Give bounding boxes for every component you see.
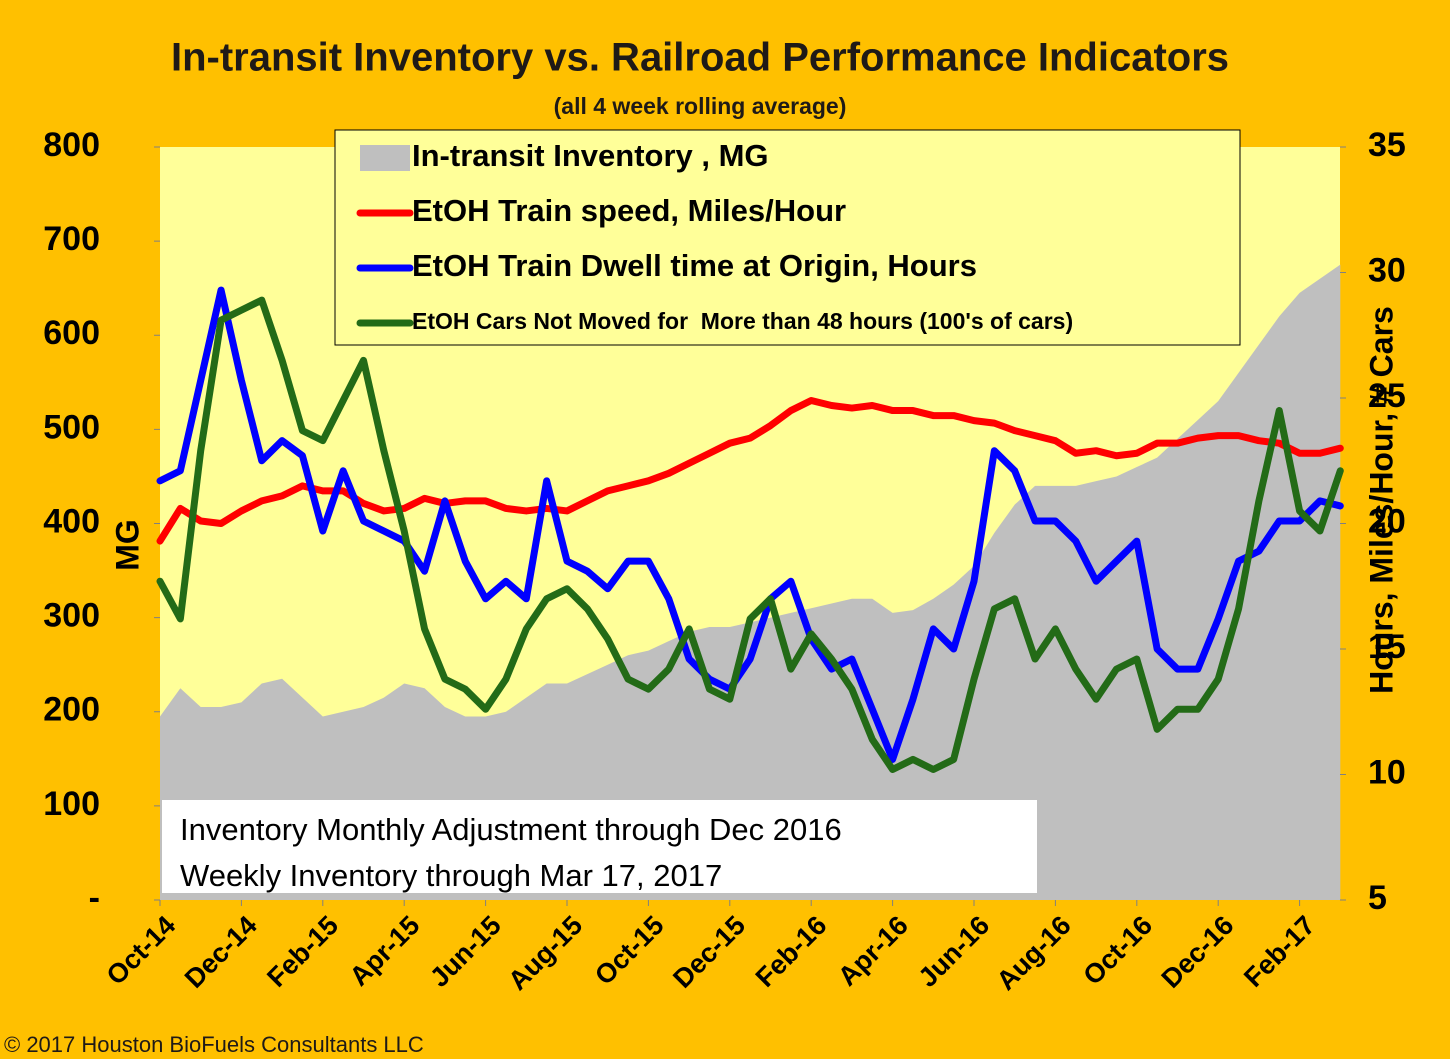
y2-tick-label: 10 <box>1368 753 1406 791</box>
annotation-box <box>162 800 1037 893</box>
legend-swatch <box>360 145 410 171</box>
series-line <box>156 296 1344 773</box>
chart-subtitle: (all 4 week rolling average) <box>554 93 847 119</box>
y-tick-label: 200 <box>43 691 100 729</box>
y2-tick-label: 15 <box>1368 628 1406 666</box>
y-tick-label: 500 <box>43 408 100 446</box>
annotation: Weekly Inventory through Mar 17, 2017 <box>180 858 722 893</box>
y2-tick-label: 35 <box>1368 126 1406 164</box>
marks <box>156 264 1344 900</box>
y-tick-label: 300 <box>43 597 100 635</box>
y2-tick-label: 5 <box>1368 879 1387 917</box>
annotation: Inventory Monthly Adjustment through Dec… <box>180 812 842 847</box>
y-tick-label: 100 <box>43 785 100 823</box>
y-tick-label: 400 <box>43 502 100 540</box>
y-tick-label: 700 <box>43 220 100 258</box>
y-axis-title: MG <box>109 519 145 571</box>
legend-label: EtOH Train Dwell time at Origin, Hours <box>412 248 977 283</box>
y2-axis-title: Hours, Miles/Hour, # Cars <box>1363 306 1399 694</box>
legend-box <box>334 129 1241 346</box>
y-tick-label: 600 <box>43 314 100 352</box>
series-line <box>156 286 1344 763</box>
copyright: © 2017 Houston BioFuels Consultants LLC <box>4 1032 424 1057</box>
chart-title: In-transit Inventory vs. Railroad Perfor… <box>171 36 1229 80</box>
y2-tick-label: 25 <box>1368 377 1406 415</box>
legend-label: EtOH Cars Not Moved for More than 48 hou… <box>412 308 1073 334</box>
legend-label: In-transit Inventory , MG <box>412 138 769 173</box>
y-tick-label: - <box>89 879 100 917</box>
y2-tick-label: 30 <box>1368 251 1406 289</box>
inventory-area <box>160 264 1341 900</box>
y-tick-label: 800 <box>43 126 100 164</box>
legend-label: EtOH Train speed, Miles/Hour <box>412 193 846 228</box>
y2-tick-label: 20 <box>1368 502 1406 540</box>
